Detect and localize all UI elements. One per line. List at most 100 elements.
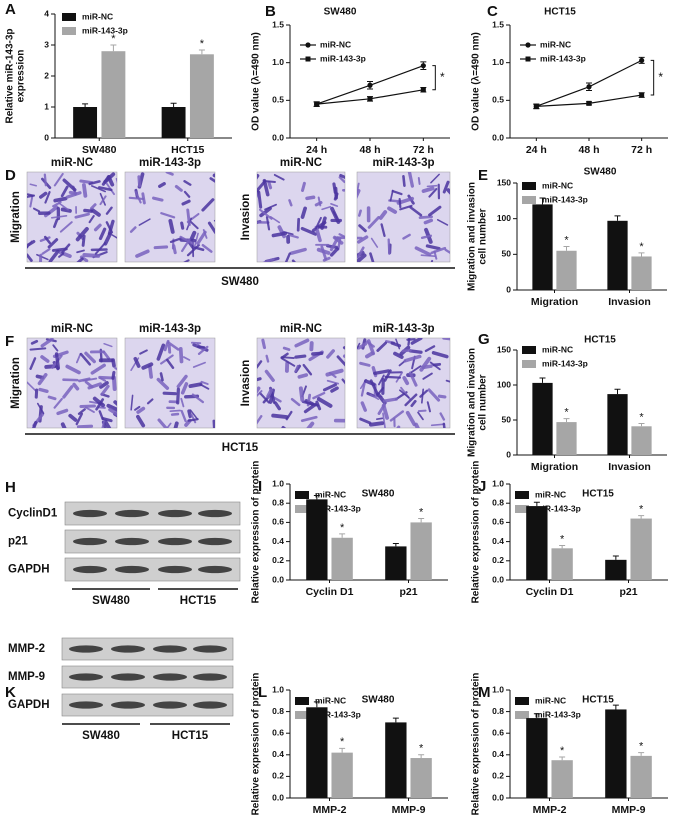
cell: [311, 351, 324, 356]
bar: [73, 107, 98, 138]
x-tick-label: MMP-2: [313, 804, 347, 816]
cell: [61, 243, 71, 254]
cell: [182, 356, 191, 361]
cell: [332, 182, 337, 195]
cell: [282, 346, 291, 351]
cell: [98, 375, 114, 380]
significance: *: [200, 38, 205, 50]
cell: [58, 202, 69, 211]
cell: [404, 393, 418, 407]
cell: [321, 206, 332, 211]
blot: [64, 501, 241, 526]
cell: [393, 351, 404, 359]
cell: [93, 223, 102, 232]
cell: [357, 253, 367, 262]
cell: [209, 177, 215, 183]
y-tick-label: 0.8: [492, 706, 504, 716]
band: [111, 701, 145, 709]
cell: [408, 349, 423, 354]
cell: [257, 377, 262, 382]
cell: [357, 235, 369, 244]
x-tick-label: Migration: [531, 461, 578, 473]
error-bar: [418, 518, 425, 523]
significance: *: [560, 533, 565, 545]
cell: [139, 349, 148, 355]
significance: *: [419, 506, 424, 518]
error-bar: [638, 423, 645, 427]
cell: [338, 176, 345, 184]
bar: [331, 752, 353, 798]
y-tick-label: 0.5: [492, 95, 504, 105]
cell: [88, 214, 95, 224]
cell: [322, 256, 331, 262]
significance: *: [440, 70, 445, 84]
cell: [358, 224, 367, 233]
cell: [280, 352, 289, 360]
cell: [29, 183, 37, 187]
cell: [201, 243, 213, 253]
cell: [330, 386, 339, 393]
column-header: miR-NC: [51, 323, 93, 335]
cell: [291, 259, 296, 262]
column-header: miR-NC: [280, 323, 322, 335]
y-tick-label: 0: [506, 284, 511, 294]
cell: [444, 248, 450, 255]
cell: [418, 215, 434, 219]
y-tick-label: 0.0: [492, 132, 504, 142]
cell: [273, 401, 281, 411]
panel-letter: L: [258, 684, 267, 701]
cell: [62, 385, 74, 399]
legend-label: miR-NC: [542, 344, 573, 354]
cell: [437, 394, 447, 399]
cell: [445, 379, 450, 383]
cell: [417, 177, 421, 185]
cell: [294, 338, 310, 348]
cell: [40, 338, 54, 348]
panel-letter: E: [478, 167, 488, 184]
cell: [156, 343, 166, 361]
legend-label: miR-143-3p: [82, 25, 128, 35]
legend-label: miR-NC: [315, 489, 346, 499]
legend-label: miR-NC: [535, 489, 566, 499]
cell: [257, 190, 263, 209]
bar: [306, 707, 328, 798]
column-header: miR-143-3p: [139, 323, 201, 335]
cell: [187, 418, 199, 422]
y-tick-label: 0.2: [272, 771, 284, 781]
y-axis-label: Relative expression of protein: [251, 461, 262, 604]
cell: [38, 387, 49, 394]
legend-label: miR-NC: [540, 39, 571, 49]
cell: [339, 173, 345, 180]
y-tick-label: 1.0: [492, 57, 504, 67]
y-tick-label: 0.2: [492, 555, 504, 565]
cell: [426, 184, 438, 188]
cell: [180, 382, 189, 395]
cell: [360, 381, 366, 397]
blot: [64, 557, 241, 582]
y-tick-label: 1.5: [492, 19, 504, 29]
cell: [82, 253, 101, 258]
error-bar: [563, 245, 570, 251]
cell: [287, 233, 299, 239]
chart-title: SW480: [362, 489, 395, 500]
cell: [60, 207, 72, 213]
cell: [402, 174, 406, 187]
cell: [189, 230, 197, 241]
bracket: [432, 65, 436, 91]
cell: [326, 349, 335, 359]
cell: [330, 202, 339, 207]
cells: [27, 172, 117, 262]
panel-letter: M: [478, 684, 491, 701]
cell: [191, 393, 205, 404]
bar: [556, 250, 577, 290]
point: [367, 82, 373, 88]
band: [73, 509, 107, 518]
cell: [199, 383, 210, 390]
y-tick-label: 4: [44, 8, 49, 18]
legend-label: miR-143-3p: [320, 53, 366, 63]
cell: [98, 227, 107, 241]
significance: *: [639, 411, 644, 423]
cell: [90, 208, 101, 217]
cell: [426, 401, 431, 413]
cell: [153, 245, 169, 250]
